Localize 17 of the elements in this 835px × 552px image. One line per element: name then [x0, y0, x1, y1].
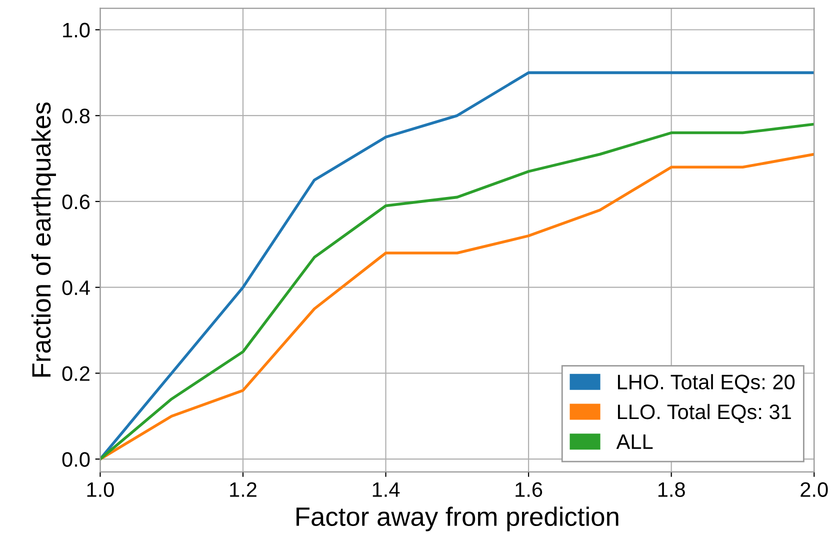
legend-label: ALL: [616, 434, 653, 449]
y-tick-label: 0.4: [62, 280, 90, 296]
x-tick-label: 1.8: [658, 482, 685, 497]
y-tick-label: 0.6: [62, 194, 90, 210]
x-tick-label: 1.0: [87, 482, 114, 497]
x-axis-title: Factor away from prediction: [296, 506, 618, 532]
x-tick-label: 1.6: [516, 482, 542, 497]
x-tick-label: 1.2: [230, 482, 256, 497]
legend-label: LLO. Total EQs: 31: [618, 404, 791, 423]
y-tick-label: 1.0: [63, 22, 90, 38]
y-axis-title: Fraction of earthquakes: [31, 102, 56, 377]
y-tick-label: 0.8: [62, 108, 90, 124]
x-tick-label: 1.4: [372, 482, 400, 497]
x-tick-label: 2.0: [800, 482, 828, 497]
legend-label: LHO. Total EQs: 20: [618, 374, 795, 394]
y-tick-label: 0.2: [62, 366, 90, 381]
y-tick-label: 0.0: [62, 452, 90, 467]
